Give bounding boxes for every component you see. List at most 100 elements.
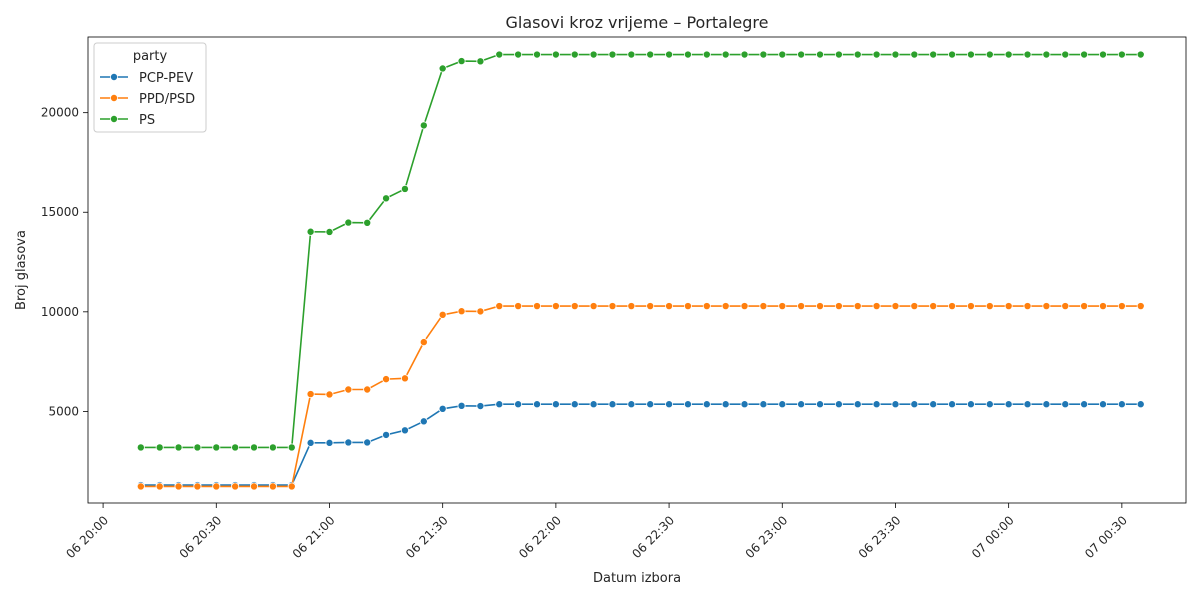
x-tick-label: 06 22:30 bbox=[629, 513, 677, 561]
data-point-ps bbox=[834, 50, 843, 59]
data-point-pcp-pev bbox=[834, 400, 843, 409]
data-point-pcp-pev bbox=[1117, 400, 1126, 409]
data-point-ps bbox=[155, 443, 164, 452]
legend-label-pcp-pev: PCP-PEV bbox=[139, 71, 193, 86]
data-point-pcp-pev bbox=[702, 400, 711, 409]
data-point-pcp-pev bbox=[646, 400, 655, 409]
data-point-pcp-pev bbox=[966, 400, 975, 409]
data-point-pcp-pev bbox=[816, 400, 825, 409]
data-point-pcp-pev bbox=[778, 400, 787, 409]
data-point-pcp-pev bbox=[419, 417, 428, 426]
data-point-pcp-pev bbox=[948, 400, 957, 409]
data-point-ps bbox=[759, 50, 768, 59]
data-point-ppd-psd bbox=[816, 302, 825, 311]
data-point-pcp-pev bbox=[570, 400, 579, 409]
x-tick-label: 07 00:00 bbox=[969, 513, 1017, 561]
data-point-ppd-psd bbox=[231, 482, 240, 491]
data-point-ps bbox=[1061, 50, 1070, 59]
data-point-ppd-psd bbox=[551, 302, 560, 311]
data-point-ps bbox=[363, 218, 372, 227]
data-point-ppd-psd bbox=[665, 302, 674, 311]
data-point-ps bbox=[344, 218, 353, 227]
data-point-ps bbox=[1042, 50, 1051, 59]
data-point-ppd-psd bbox=[627, 302, 636, 311]
data-point-ppd-psd bbox=[438, 310, 447, 319]
data-point-ppd-psd bbox=[495, 302, 504, 311]
data-point-ppd-psd bbox=[268, 482, 277, 491]
data-point-ppd-psd bbox=[1042, 302, 1051, 311]
data-point-ps bbox=[1023, 50, 1032, 59]
data-point-ps bbox=[193, 443, 202, 452]
data-point-ps bbox=[268, 443, 277, 452]
data-point-pcp-pev bbox=[1080, 400, 1089, 409]
data-point-ppd-psd bbox=[778, 302, 787, 311]
data-point-ps bbox=[400, 184, 409, 193]
data-point-pcp-pev bbox=[985, 400, 994, 409]
data-point-ps bbox=[627, 50, 636, 59]
data-point-ps bbox=[287, 443, 296, 452]
data-point-pcp-pev bbox=[721, 400, 730, 409]
data-point-pcp-pev bbox=[1004, 400, 1013, 409]
data-point-ps bbox=[872, 50, 881, 59]
y-tick-label: 20000 bbox=[41, 106, 79, 120]
data-point-ppd-psd bbox=[1136, 302, 1145, 311]
data-point-ps bbox=[136, 443, 145, 452]
data-point-pcp-pev bbox=[627, 400, 636, 409]
data-point-ps bbox=[891, 50, 900, 59]
data-point-ppd-psd bbox=[966, 302, 975, 311]
data-point-ppd-psd bbox=[382, 375, 391, 384]
x-axis-label: Datum izbora bbox=[593, 571, 681, 586]
data-point-pcp-pev bbox=[1042, 400, 1051, 409]
data-point-ps bbox=[929, 50, 938, 59]
x-tick-label: 06 23:00 bbox=[743, 513, 791, 561]
data-point-ppd-psd bbox=[212, 482, 221, 491]
data-point-ps bbox=[570, 50, 579, 59]
data-point-ppd-psd bbox=[400, 374, 409, 383]
data-point-pcp-pev bbox=[363, 438, 372, 447]
data-point-pcp-pev bbox=[495, 400, 504, 409]
data-point-ppd-psd bbox=[891, 302, 900, 311]
data-point-ppd-psd bbox=[948, 302, 957, 311]
y-tick-label: 5000 bbox=[48, 404, 79, 418]
x-tick-label: 07 00:30 bbox=[1082, 513, 1130, 561]
data-point-ppd-psd bbox=[344, 385, 353, 394]
y-tick-label: 10000 bbox=[41, 305, 79, 319]
data-point-pcp-pev bbox=[910, 400, 919, 409]
data-point-ppd-psd bbox=[910, 302, 919, 311]
data-point-ppd-psd bbox=[1004, 302, 1013, 311]
data-point-pcp-pev bbox=[853, 400, 862, 409]
x-tick-label: 06 21:30 bbox=[403, 513, 451, 561]
data-point-pcp-pev bbox=[1136, 400, 1145, 409]
x-tick-label: 06 22:00 bbox=[516, 513, 564, 561]
y-tick-label: 15000 bbox=[41, 205, 79, 219]
data-point-ps bbox=[514, 50, 523, 59]
data-point-ppd-psd bbox=[683, 302, 692, 311]
data-point-ps bbox=[419, 121, 428, 130]
data-point-ppd-psd bbox=[646, 302, 655, 311]
legend-marker-ppd-psd bbox=[110, 94, 119, 103]
data-point-ppd-psd bbox=[834, 302, 843, 311]
data-point-pcp-pev bbox=[438, 404, 447, 413]
data-point-ps bbox=[740, 50, 749, 59]
data-point-ppd-psd bbox=[929, 302, 938, 311]
data-point-pcp-pev bbox=[457, 401, 466, 410]
data-point-ps bbox=[495, 50, 504, 59]
data-point-pcp-pev bbox=[589, 400, 598, 409]
data-point-pcp-pev bbox=[759, 400, 768, 409]
data-point-ppd-psd bbox=[702, 302, 711, 311]
data-point-ps bbox=[212, 443, 221, 452]
x-tick-label: 06 20:00 bbox=[63, 513, 111, 561]
series-layer bbox=[136, 50, 1145, 491]
legend-marker-ps bbox=[110, 115, 119, 124]
data-point-ppd-psd bbox=[457, 307, 466, 316]
y-axis-label: Broj glasova bbox=[14, 230, 29, 310]
data-point-ps bbox=[1117, 50, 1126, 59]
data-point-ps bbox=[306, 227, 315, 236]
data-point-pcp-pev bbox=[325, 438, 334, 447]
legend-title: party bbox=[133, 49, 168, 64]
data-point-ps bbox=[910, 50, 919, 59]
data-point-ps bbox=[778, 50, 787, 59]
data-point-pcp-pev bbox=[608, 400, 617, 409]
data-point-ppd-psd bbox=[325, 390, 334, 399]
data-point-ppd-psd bbox=[306, 390, 315, 399]
